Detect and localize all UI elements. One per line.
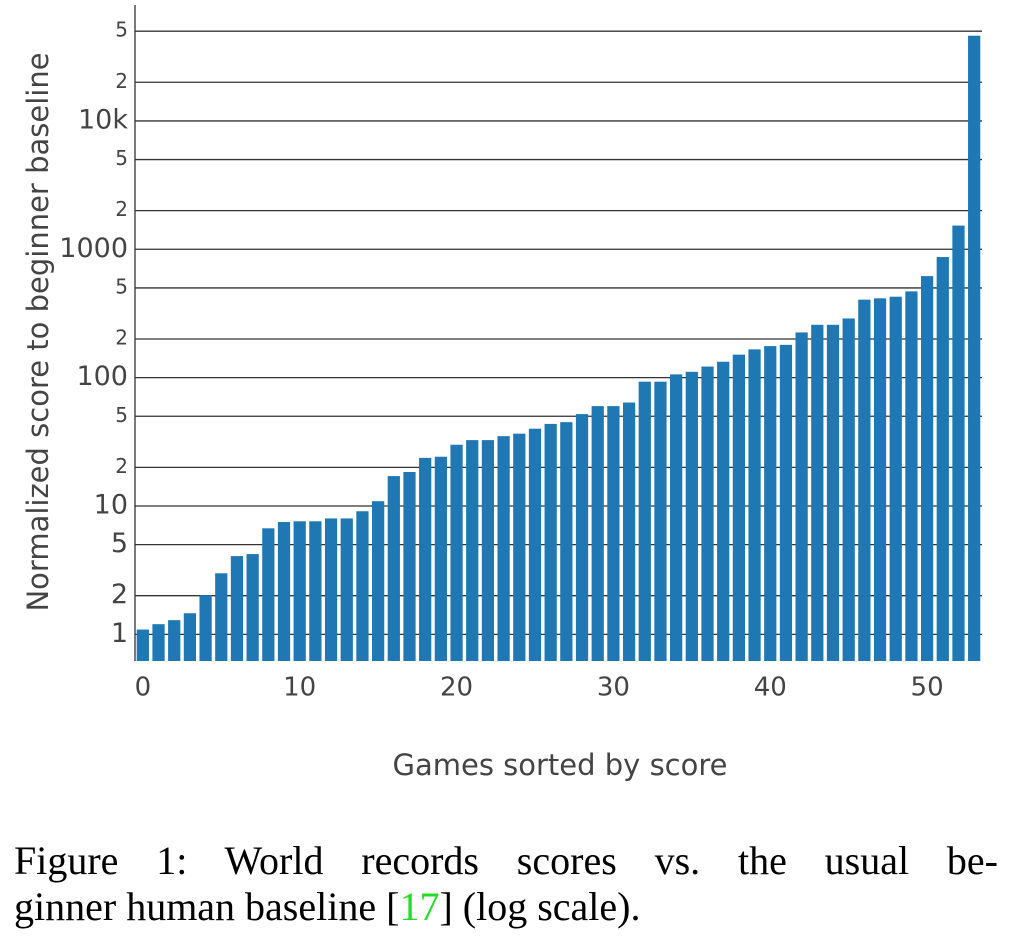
- y-tick-label: 100: [76, 361, 128, 392]
- bar: [293, 521, 306, 661]
- bar: [309, 521, 322, 661]
- x-tick-label: 0: [135, 673, 152, 703]
- x-tick-label: 50: [911, 673, 944, 703]
- bar: [387, 476, 400, 661]
- bar: [152, 624, 165, 661]
- bar: [372, 501, 385, 661]
- bar: [826, 324, 840, 661]
- y-tick-label: 2: [115, 454, 128, 478]
- y-tick-label: 10k: [78, 104, 128, 135]
- bar: [560, 422, 573, 661]
- y-tick-label: 5: [115, 274, 128, 298]
- x-tick-label: 40: [754, 673, 787, 703]
- bar: [889, 296, 902, 661]
- y-tick-label: 2: [111, 579, 128, 610]
- bar: [168, 620, 181, 661]
- bar: [199, 595, 212, 661]
- y-tick-label: 1: [111, 618, 128, 649]
- bar: [497, 436, 510, 661]
- bar: [764, 346, 777, 661]
- bar: [685, 371, 698, 661]
- bar: [670, 374, 683, 661]
- y-axis-label: Normalized score to beginner baseline: [21, 52, 55, 611]
- x-tick-label: 30: [597, 673, 630, 703]
- bar: [654, 381, 667, 661]
- bar: [717, 361, 730, 661]
- chart: Normalized score to beginner baseline Ga…: [21, 5, 982, 782]
- x-axis-label: Games sorted by score: [393, 748, 728, 782]
- bar: [905, 291, 918, 661]
- y-tick-label: 5: [115, 146, 128, 170]
- bar: [528, 428, 542, 661]
- bar: [419, 457, 432, 661]
- bar: [638, 381, 651, 661]
- caption-text: ] (log scale).: [439, 884, 641, 929]
- bar: [466, 440, 479, 661]
- y-tick-label: 5: [115, 18, 128, 42]
- bar: [779, 344, 793, 661]
- bar: [622, 402, 636, 661]
- x-tick-label: 10: [283, 673, 316, 703]
- bar: [450, 444, 463, 661]
- bar: [748, 349, 761, 661]
- bar: [795, 332, 808, 661]
- y-tick-label: 2: [115, 325, 128, 349]
- citation-link[interactable]: 17: [399, 884, 440, 929]
- bar: [277, 522, 291, 661]
- bar: [952, 225, 965, 661]
- bar: [544, 423, 557, 661]
- bar: [842, 318, 855, 661]
- bar: [183, 613, 197, 661]
- bar: [513, 433, 526, 661]
- y-tick-label: 10: [94, 489, 128, 520]
- bar: [920, 276, 934, 661]
- bar: [324, 518, 338, 661]
- bar: [858, 299, 871, 661]
- bar: [481, 440, 495, 661]
- bar: [873, 298, 887, 661]
- bar: [136, 629, 149, 661]
- caption-line: ginner human baseline [17] (log scale).: [14, 884, 998, 930]
- caption-line: Figure 1: World records scores vs. the u…: [14, 838, 998, 883]
- bar: [811, 324, 824, 661]
- y-tick-label: 2: [115, 69, 128, 93]
- bar: [356, 511, 369, 661]
- bar: [936, 257, 949, 661]
- bar: [340, 518, 353, 661]
- y-tick-label: 5: [111, 528, 128, 559]
- bar: [607, 406, 620, 661]
- bar: [403, 472, 416, 661]
- bar: [701, 366, 714, 661]
- bar: [575, 414, 589, 661]
- bar: [262, 528, 275, 661]
- caption-text: ginner human baseline [: [14, 884, 400, 929]
- y-tick-label: 5: [115, 403, 128, 427]
- bar: [230, 556, 244, 661]
- bar: [246, 554, 259, 661]
- x-tick-label: 20: [440, 673, 473, 703]
- y-tick-label: 1000: [59, 233, 128, 264]
- bar: [215, 573, 228, 661]
- y-tick-label: 2: [115, 197, 128, 221]
- bar: [434, 456, 447, 661]
- bar: [968, 35, 981, 662]
- bar: [732, 354, 745, 661]
- bar: [591, 406, 604, 661]
